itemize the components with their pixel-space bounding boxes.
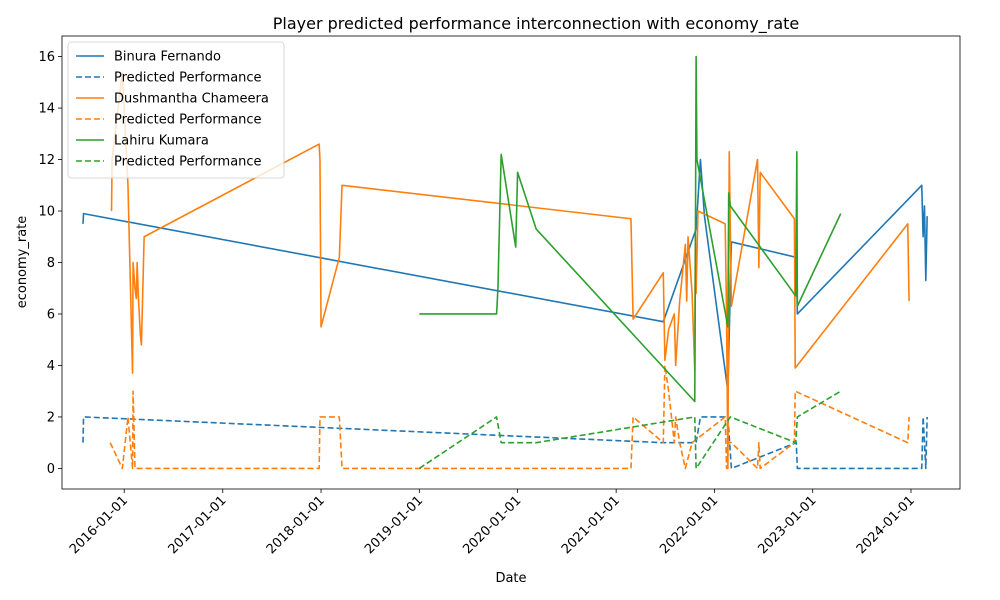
x-tick-label-4: 2020-01-01 (460, 493, 524, 557)
y-tick-label-3: 6 (47, 307, 55, 322)
series-line-5 (418, 390, 842, 470)
x-axis: 2016-01-01 2017-01-01 2018-01-01 2019-01-01… (67, 489, 918, 557)
series-line-4 (419, 55, 842, 403)
y-axis-title: economy_rate (15, 216, 30, 309)
x-tick-label-3: 2019-01-01 (362, 493, 426, 557)
legend-label-0: Binura Fernando (114, 50, 221, 65)
legend-label-3: Predicted Performance (114, 113, 262, 128)
y-tick-label-5: 10 (38, 205, 55, 220)
y-tick-label-2: 4 (47, 359, 55, 374)
legend-box (67, 41, 285, 179)
y-tick-label-7: 14 (38, 102, 55, 117)
y-tick-label-4: 8 (47, 256, 55, 271)
plot-series (82, 55, 928, 470)
chart-title: Player predicted performance interconnec… (273, 14, 800, 34)
x-tick-label-5: 2021-01-01 (559, 493, 623, 557)
legend: Binura Fernando Predicted Performance Dush… (67, 41, 285, 179)
y-axis: 0 2 4 6 8 10 12 14 16 (38, 50, 62, 477)
y-tick-label-1: 2 (47, 410, 55, 425)
x-tick-label-7: 2023-01-01 (756, 493, 820, 557)
x-tick-label-6: 2022-01-01 (657, 493, 721, 557)
y-tick-label-6: 12 (38, 153, 55, 168)
x-tick-label-2: 2018-01-01 (264, 493, 328, 557)
x-tick-label-1: 2017-01-01 (166, 493, 230, 557)
legend-label-4: Lahiru Kumara (114, 134, 209, 149)
series-line-3 (109, 364, 910, 470)
series-line-0 (82, 158, 928, 392)
y-tick-label-0: 0 (47, 462, 55, 477)
legend-label-1: Predicted Performance (114, 71, 262, 86)
x-axis-title: Date (495, 571, 526, 586)
y-tick-label-8: 16 (38, 50, 55, 65)
x-tick-label-0: 2016-01-01 (67, 493, 131, 557)
x-tick-label-8: 2024-01-01 (854, 493, 918, 557)
legend-label-2: Dushmantha Chameera (114, 92, 269, 107)
legend-label-5: Predicted Performance (114, 155, 262, 170)
